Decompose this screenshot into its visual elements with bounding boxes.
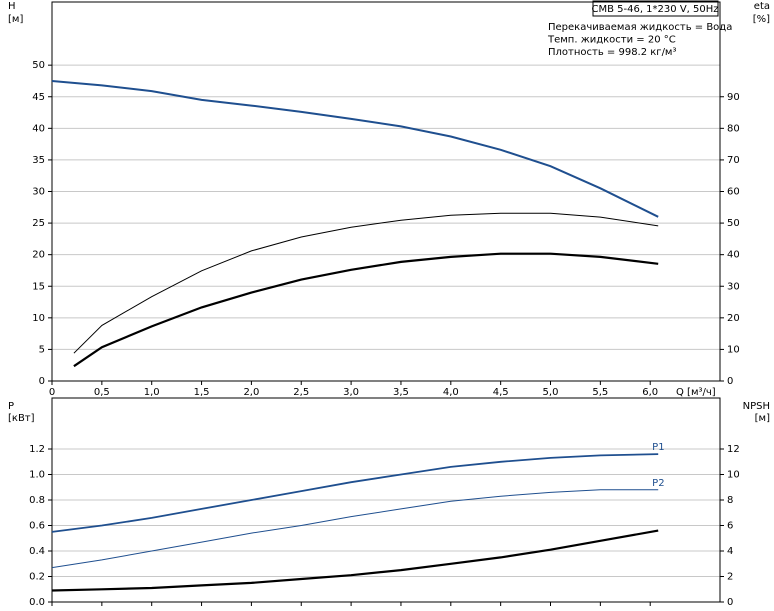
x-tick-label: 4,5 (493, 387, 509, 398)
y-tick-label: 0.6 (29, 521, 45, 532)
y2-tick-label: 4 (727, 546, 733, 557)
y-tick-label: 0.0 (29, 597, 45, 608)
y-tick-label: 0 (39, 376, 45, 387)
model-label: CMB 5-46, 1*230 V, 50Hz (591, 4, 718, 15)
y2-tick-label: 80 (727, 123, 740, 134)
y-axis-label: H (8, 1, 16, 12)
x-tick-label: 5,0 (543, 387, 559, 398)
y2-tick-label: 0 (727, 597, 733, 608)
series-line (73, 212, 659, 354)
series-line (51, 80, 659, 218)
y-tick-label: 5 (39, 344, 45, 355)
y2-tick-label: 8 (727, 495, 733, 506)
y-tick-label: 0.2 (29, 572, 45, 583)
y2-tick-label: 90 (727, 92, 740, 103)
x-tick-label: 0,5 (94, 387, 110, 398)
info-line: Перекачиваемая жидкость = Вода (548, 22, 732, 33)
info-box (592, 0, 719, 17)
y2-tick-label: 60 (727, 187, 740, 198)
y2-axis-label: NPSH (743, 401, 770, 412)
y-tick-label: 45 (32, 92, 45, 103)
y-tick-label: 20 (32, 250, 45, 261)
y-tick-label: 1.2 (29, 444, 45, 455)
x-axis-label: Q [м³/ч] (676, 387, 716, 398)
y-tick-label: 35 (32, 155, 45, 166)
y2-tick-label: 50 (727, 218, 740, 229)
x-tick-label: 3,5 (393, 387, 409, 398)
y2-tick-label: 10 (727, 470, 740, 481)
y-tick-label: 25 (32, 218, 45, 229)
x-tick-label: 3,0 (343, 387, 359, 398)
x-tick-label: 0 (49, 387, 55, 398)
y2-tick-label: 10 (727, 344, 740, 355)
series-line (51, 453, 659, 533)
x-tick-label: 4,0 (443, 387, 459, 398)
y2-tick-label: 40 (727, 250, 740, 261)
y2-tick-label: 20 (727, 313, 740, 324)
y-tick-label: 1.0 (29, 470, 45, 481)
info-line: Плотность = 998.2 кг/м³ (548, 47, 677, 58)
y-tick-label: 50 (32, 60, 45, 71)
plot-frame (51, 397, 721, 603)
info-line: Темп. жидкости = 20 °C (547, 35, 676, 46)
series-line (73, 252, 659, 368)
y2-axis-unit: [%] (753, 14, 770, 25)
x-tick-label: 2,0 (243, 387, 259, 398)
x-tick-label: 1,0 (144, 387, 160, 398)
series-line (51, 489, 659, 569)
y-axis-label: P (8, 401, 14, 412)
series-label: P2 (652, 478, 664, 489)
y2-axis-unit: [м] (755, 413, 770, 424)
x-tick-label: 1,5 (194, 387, 210, 398)
y2-tick-label: 2 (727, 572, 733, 583)
plot-frame (51, 1, 721, 382)
y-tick-label: 10 (32, 313, 45, 324)
y2-tick-label: 6 (727, 521, 733, 532)
y2-tick-label: 0 (727, 376, 733, 387)
y-tick-label: 30 (32, 187, 45, 198)
y-tick-label: 40 (32, 123, 45, 134)
series-line (51, 529, 659, 592)
x-tick-label: 5,5 (592, 387, 608, 398)
x-tick-label: 6,0 (642, 387, 658, 398)
y-tick-label: 0.8 (29, 495, 45, 506)
y-axis-unit: [м] (8, 14, 23, 25)
series-label: P1 (652, 442, 664, 453)
y2-tick-label: 70 (727, 155, 740, 166)
y2-tick-label: 30 (727, 281, 740, 292)
y-tick-label: 15 (32, 281, 45, 292)
y-axis-unit: [кВт] (8, 413, 35, 424)
x-tick-label: 2,5 (293, 387, 309, 398)
y2-axis-label: eta (754, 1, 770, 12)
y2-tick-label: 12 (727, 444, 740, 455)
y-tick-label: 0.4 (29, 546, 45, 557)
